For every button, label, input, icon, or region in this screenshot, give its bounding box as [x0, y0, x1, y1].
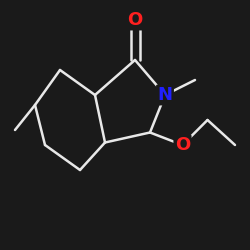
- Text: O: O: [128, 11, 142, 29]
- Text: O: O: [175, 136, 190, 154]
- Text: N: N: [158, 86, 172, 104]
